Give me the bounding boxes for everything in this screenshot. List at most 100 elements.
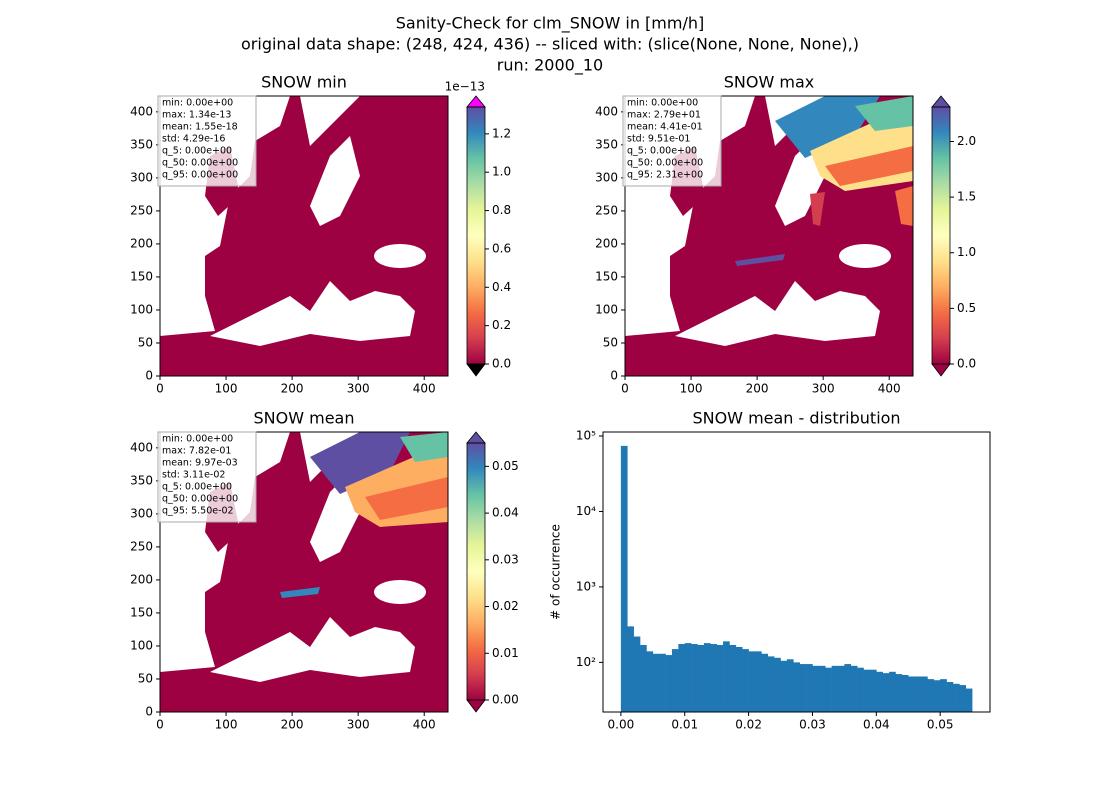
map-image [625,96,913,376]
bar [774,657,781,712]
bar [627,626,634,712]
stats-text: q_95: 2.31e+00 [627,170,703,181]
y-tick-label: 100 [130,638,153,652]
y-tick-label: 200 [595,236,618,250]
colorbar-tick-label: 0.8 [492,203,511,217]
y-tick-label: 100 [130,302,153,316]
colorbar-tick-label: 0.00 [492,693,519,707]
bar [831,665,839,712]
y-tick-label: 350 [130,473,153,487]
colorbar-extend [931,363,951,377]
bar [933,680,941,712]
x-tick-label: 0 [156,382,164,396]
colorbar-frame [466,106,486,365]
bar [742,649,749,712]
stats-text: mean: 4.41e-01 [627,122,703,133]
x-tick-label: 400 [413,718,436,732]
figure-title: run: 2000_10 [497,56,603,76]
y-tick-label: 150 [130,269,153,283]
axes-title: SNOW max [724,73,814,92]
y-tick-label: 50 [138,335,153,349]
stats-text: q_50: 0.00e+00 [627,158,703,169]
colorbar-extend [931,95,951,108]
stats-box [157,431,257,523]
stats-text: std: 3.11e-02 [162,470,225,481]
bar [959,685,967,712]
bar [921,676,928,712]
y-tick-label: 10³ [576,579,596,593]
bar [940,679,947,712]
bar [889,671,896,712]
bar [882,673,890,712]
bar [838,665,845,712]
bar [754,651,762,712]
colorbar-tick-label: 0.03 [492,552,519,566]
stats-text: std: 4.29e-16 [162,134,225,145]
x-tick-label: 0.01 [671,718,698,732]
y-axis-label: # of occurrence [549,524,563,620]
bar [793,662,800,712]
bar [876,671,884,712]
colorbar-tick-label: 0.4 [492,280,511,294]
stats-box [622,95,722,187]
axes-frame [159,431,449,713]
x-tick-label: 400 [413,382,436,396]
bar [678,644,686,712]
colorbar-tick-label: 0.0 [492,357,511,371]
colorbar [467,443,485,700]
colorbar-tick-label: 2.0 [957,134,976,148]
bar [901,675,909,712]
y-tick-label: 200 [130,236,153,250]
bar [927,679,935,712]
stats-text: min: 0.00e+00 [162,98,233,109]
colorbar-extend [466,363,486,377]
axes-title: SNOW min [261,73,347,92]
bar [895,674,903,712]
bar [857,667,864,712]
y-tick-label: 10⁴ [576,504,596,518]
bar [703,643,711,712]
bar [952,683,960,712]
y-tick-label: 400 [130,104,153,118]
axes-title: SNOW mean [254,409,355,428]
bar [640,644,647,712]
bar [671,649,679,712]
y-tick-label: 0 [145,705,153,719]
y-tick-label: 0 [145,369,153,383]
bar [799,664,807,712]
colorbar-tick-label: 0.02 [492,599,519,613]
colorbar-frame [466,442,486,701]
bar [620,445,628,712]
y-tick-label: 250 [595,203,618,217]
colorbar-tick-label: 1.0 [957,245,976,259]
colorbar-tick-label: 1.2 [492,126,511,140]
bar [684,643,692,712]
x-tick-label: 0.05 [927,718,954,732]
bar [659,653,666,712]
stats-text: q_5: 0.00e+00 [162,146,232,157]
colorbar-extend [466,699,486,713]
x-tick-label: 200 [746,382,769,396]
axes-title: SNOW mean - distribution [692,409,900,428]
figure-title: original data shape: (248, 424, 436) -- … [241,35,859,54]
y-tick-label: 250 [130,203,153,217]
colorbar-tick-label: 0.2 [492,318,511,332]
colorbar-tick-label: 0.5 [957,301,976,315]
stats-text: q_5: 0.00e+00 [162,482,232,493]
bar [946,681,954,712]
bar [748,651,756,712]
bar [735,646,743,712]
y-tick-label: 300 [130,170,153,184]
stats-text: q_95: 5.50e-02 [162,506,234,517]
bar [965,688,973,712]
axes-frame [602,431,991,713]
y-tick-label: 50 [603,335,618,349]
bar [646,651,654,712]
bar [850,665,858,712]
stats-text: q_50: 0.00e+00 [162,494,238,505]
x-tick-label: 100 [215,718,238,732]
bar [863,669,871,712]
x-tick-label: 200 [281,382,304,396]
stats-text: q_95: 0.00e+00 [162,170,238,181]
bar [806,664,813,712]
